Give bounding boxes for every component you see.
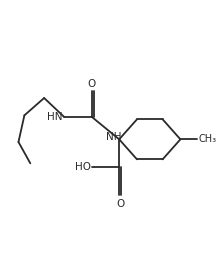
- Text: NH: NH: [106, 132, 122, 142]
- Text: O: O: [87, 79, 96, 89]
- Text: CH₃: CH₃: [198, 134, 216, 144]
- Text: HN: HN: [47, 112, 63, 122]
- Text: HO: HO: [75, 162, 90, 172]
- Text: O: O: [116, 199, 124, 209]
